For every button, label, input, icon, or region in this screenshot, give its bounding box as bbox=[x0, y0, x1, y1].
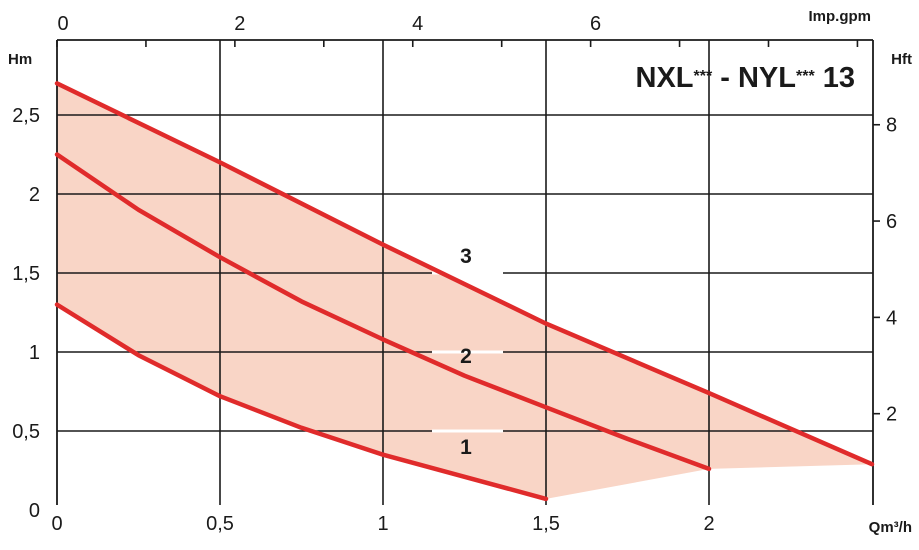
top-tick-label: 2 bbox=[234, 13, 245, 35]
curve-label-3: 3 bbox=[460, 245, 472, 268]
y-tick-label: 0 bbox=[29, 500, 40, 522]
y-tick-label: 2,5 bbox=[12, 105, 40, 127]
x-tick-label: 0,5 bbox=[206, 513, 234, 535]
y2-axis-label: Hft bbox=[891, 51, 912, 68]
y-tick-label: 1 bbox=[29, 342, 40, 364]
y-axis-label: Hm bbox=[8, 51, 32, 68]
pump-curve-1 bbox=[54, 302, 549, 502]
right-tick-label: 6 bbox=[886, 211, 897, 233]
y-tick-label: 1,5 bbox=[12, 263, 40, 285]
curve-label-2: 2 bbox=[460, 345, 472, 368]
y-tick-label: 2 bbox=[29, 184, 40, 206]
top-tick-label: 0 bbox=[57, 13, 68, 35]
pump-curves bbox=[54, 81, 875, 502]
grid bbox=[56, 39, 880, 505]
operating-range-fill bbox=[57, 83, 872, 499]
y-tick-label: 0,5 bbox=[12, 421, 40, 443]
pump-curve-2 bbox=[54, 152, 712, 472]
x-tick-label: 1 bbox=[377, 513, 388, 535]
labels: 1 2 3 0 0,5 1 1,5 2 0 0,5 1 1,5 2 2,5 0 2 4 6 2 4 6 8 Hm Hft Imp… bbox=[8, 8, 912, 536]
x-tick-label: 2 bbox=[703, 513, 714, 535]
x-axis-label: Qm³/h bbox=[869, 519, 912, 536]
right-tick-label: 2 bbox=[886, 404, 897, 426]
curve-label-1: 1 bbox=[460, 436, 472, 459]
x-tick-label: 1,5 bbox=[532, 513, 560, 535]
x-tick-label: 0 bbox=[51, 513, 62, 535]
pump-curve-3 bbox=[54, 81, 875, 467]
right-tick-label: 4 bbox=[886, 307, 897, 329]
top-tick-label: 6 bbox=[590, 13, 601, 35]
x2-axis-label: Imp.gpm bbox=[809, 8, 872, 25]
right-tick-label: 8 bbox=[886, 115, 897, 137]
top-tick-label: 4 bbox=[412, 13, 423, 35]
chart-title: NXL*** - NYL*** 13 bbox=[636, 62, 855, 94]
operating-range-area bbox=[57, 83, 872, 499]
